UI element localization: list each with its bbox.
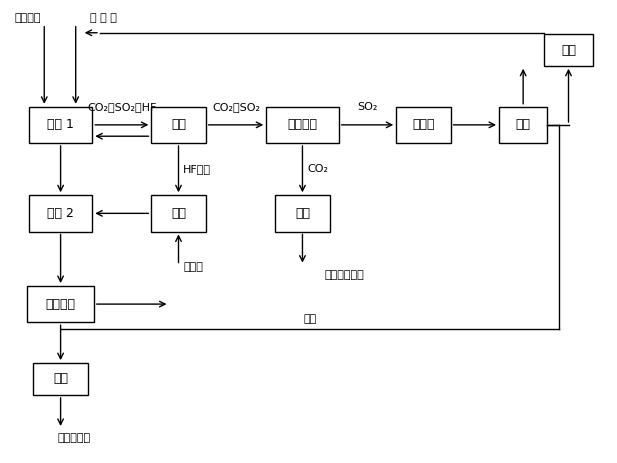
Bar: [396, 107, 450, 143]
Bar: [33, 363, 88, 395]
Text: 反应 2: 反应 2: [47, 207, 74, 220]
Text: 干燥: 干燥: [53, 372, 68, 386]
Text: 洗涤水: 洗涤水: [183, 262, 203, 272]
Bar: [29, 195, 93, 232]
Bar: [266, 107, 339, 143]
Bar: [151, 195, 205, 232]
Text: 高纯冰晶石: 高纯冰晶石: [57, 433, 91, 444]
Text: CO₂: CO₂: [307, 164, 328, 174]
Text: 吸收: 吸收: [516, 119, 531, 131]
Bar: [151, 107, 205, 143]
Text: 工业级二氧化: 工业级二氧化: [325, 270, 365, 280]
Text: 吸收: 吸收: [171, 207, 186, 220]
Text: 浓缩: 浓缩: [561, 44, 576, 56]
Text: 滤液: 滤液: [304, 313, 317, 324]
Text: HF液体: HF液体: [183, 164, 212, 174]
Bar: [275, 195, 329, 232]
Text: 含氟废渣: 含氟废渣: [14, 13, 41, 23]
Text: CO₂、SO₂、HF: CO₂、SO₂、HF: [87, 102, 157, 112]
Bar: [499, 107, 547, 143]
Text: 浓 硫 酸: 浓 硫 酸: [89, 13, 117, 23]
Text: 转换器: 转换器: [412, 119, 434, 131]
Text: 反应 1: 反应 1: [47, 119, 74, 131]
Text: 过滤洗涤: 过滤洗涤: [46, 298, 76, 311]
Text: CO₂、SO₂: CO₂、SO₂: [212, 102, 260, 112]
Bar: [544, 34, 593, 66]
Bar: [27, 286, 94, 322]
Text: 冷凝: 冷凝: [171, 119, 186, 131]
Text: 干式净化: 干式净化: [288, 119, 318, 131]
Text: SO₂: SO₂: [357, 102, 378, 112]
Bar: [29, 107, 93, 143]
Text: 净化: 净化: [295, 207, 310, 220]
